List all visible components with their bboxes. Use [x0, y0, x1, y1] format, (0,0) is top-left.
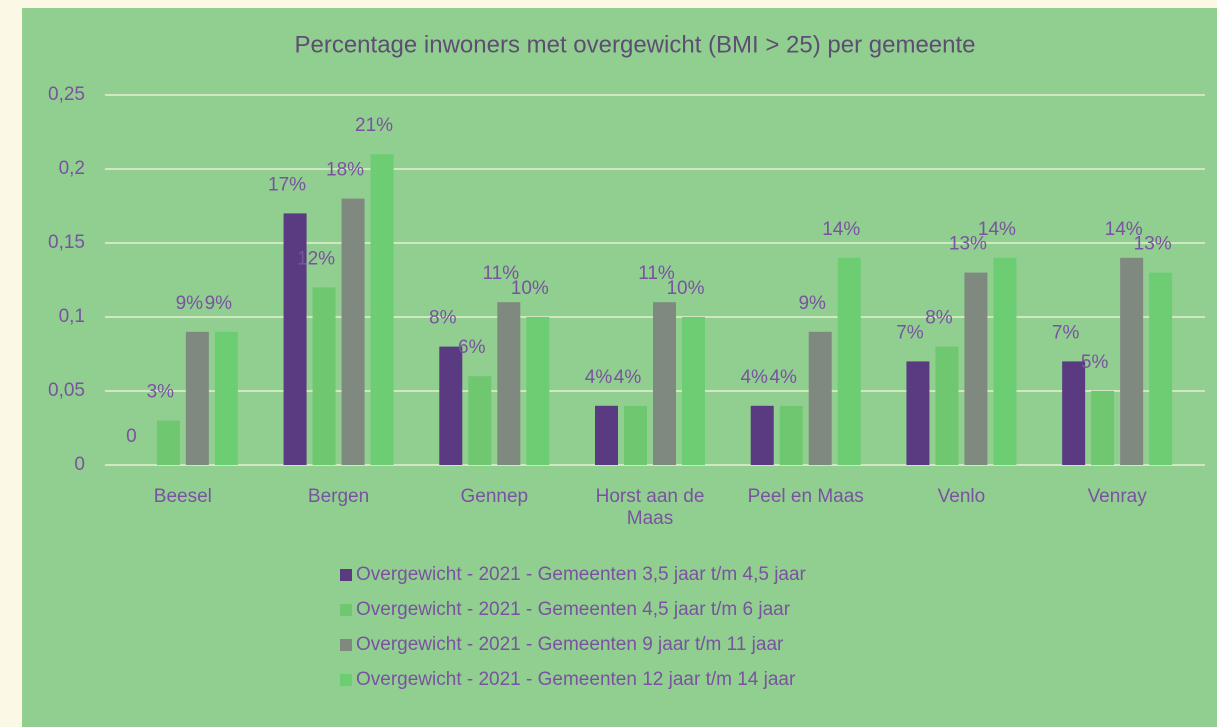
legend-swatch [340, 674, 352, 686]
data-label: 8% [429, 308, 457, 329]
data-label: 14% [978, 219, 1016, 240]
data-label: 3% [147, 382, 175, 403]
data-label: 9% [205, 293, 233, 314]
data-label: 11% [482, 263, 519, 284]
data-label: 6% [458, 337, 486, 358]
data-label: 13% [1134, 234, 1172, 255]
bar [993, 257, 1017, 465]
x-tick-label: Venray [1087, 486, 1147, 507]
bar [1120, 257, 1144, 465]
bar [283, 213, 307, 465]
data-label: 5% [1081, 352, 1109, 373]
bar [526, 317, 550, 465]
data-label: 17% [268, 174, 306, 195]
legend-label: Overgewicht - 2021 - Gemeenten 9 jaar t/… [356, 634, 784, 655]
y-tick-label: 0,2 [59, 158, 85, 179]
legend-label: Overgewicht - 2021 - Gemeenten 3,5 jaar … [356, 564, 807, 585]
data-label: 12% [297, 248, 335, 269]
bar [370, 154, 394, 465]
data-label: 8% [925, 308, 953, 329]
bar [750, 405, 774, 465]
data-label: 4% [614, 367, 642, 388]
x-tick-label: Horst aan de Maas [595, 486, 705, 529]
bar [214, 331, 238, 465]
data-label: 7% [1052, 322, 1080, 343]
bar [185, 331, 209, 465]
bar [935, 346, 959, 465]
data-label: 9% [798, 293, 826, 314]
data-label: 7% [896, 322, 924, 343]
data-label: 21% [355, 115, 393, 136]
legend-swatch [340, 569, 352, 581]
bar [156, 420, 180, 465]
y-tick-label: 0,15 [48, 232, 85, 253]
x-tick-label: Gennep [460, 486, 529, 507]
data-label: 14% [822, 219, 860, 240]
x-tick-label: Bergen [307, 486, 370, 507]
y-tick-label: 0,05 [48, 380, 85, 401]
data-label: 0 [126, 426, 137, 447]
y-tick-label: 0,25 [48, 84, 85, 105]
data-label: 4% [740, 367, 768, 388]
data-label: 9% [176, 293, 204, 314]
x-tick-label: Venlo [937, 486, 986, 507]
bar [964, 272, 988, 465]
x-tick-label: Beesel [153, 486, 212, 507]
bar [1062, 361, 1086, 465]
bar [1149, 272, 1173, 465]
data-label: 10% [666, 278, 704, 299]
data-label: 10% [511, 278, 549, 299]
chart-title: Percentage inwoners met overgewicht (BMI… [294, 31, 975, 58]
data-label: 18% [326, 160, 364, 181]
legend-label: Overgewicht - 2021 - Gemeenten 12 jaar t… [356, 669, 796, 690]
bar [624, 405, 647, 465]
bar [1091, 391, 1115, 465]
bar [497, 302, 521, 465]
y-tick-label: 0,1 [59, 306, 85, 327]
bar [439, 346, 463, 465]
data-label: 4% [769, 367, 797, 388]
bar [312, 287, 336, 465]
data-label: 4% [585, 367, 613, 388]
bar [837, 257, 861, 465]
bar [341, 198, 365, 465]
bar [595, 405, 618, 465]
legend-label: Overgewicht - 2021 - Gemeenten 4,5 jaar … [356, 599, 791, 620]
bar [682, 317, 705, 465]
bar [808, 331, 832, 465]
bar [468, 376, 492, 465]
legend-swatch [340, 604, 352, 616]
y-tick-label: 0 [74, 454, 85, 475]
x-tick-label: Peel en Maas [747, 486, 864, 507]
bar [906, 361, 930, 465]
data-label: 11% [638, 263, 675, 284]
data-label: 14% [1105, 219, 1143, 240]
data-label: 13% [949, 234, 987, 255]
bar [653, 302, 676, 465]
legend-swatch [340, 639, 352, 651]
bar [779, 405, 803, 465]
